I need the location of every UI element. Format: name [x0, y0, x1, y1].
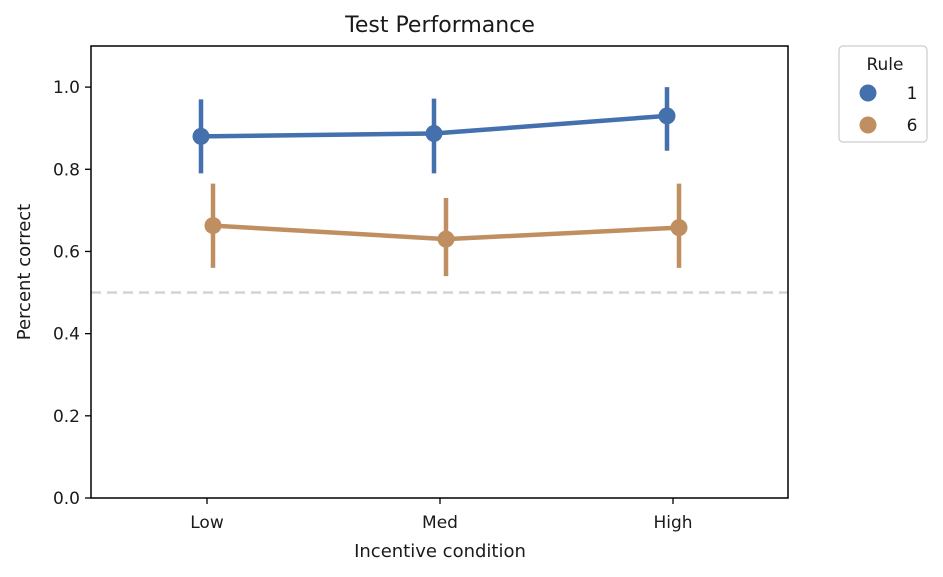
legend-marker	[859, 116, 877, 134]
x-tick-label: Low	[190, 513, 224, 533]
series-1	[192, 87, 676, 174]
data-point	[204, 217, 222, 235]
legend-title: Rule	[866, 55, 903, 75]
series-6	[204, 183, 688, 277]
x-axis-label: Incentive condition	[354, 541, 526, 562]
y-axis: 0.0 0.2 0.4 0.6 0.8 1.0	[53, 78, 91, 509]
data-point	[425, 125, 443, 143]
y-tick-label: 0.6	[53, 242, 80, 262]
legend-label: 6	[907, 116, 918, 136]
y-tick-label: 1.0	[53, 78, 80, 98]
data-point	[670, 219, 688, 237]
legend: Rule 1 6	[838, 45, 928, 143]
series-layer	[192, 87, 688, 277]
data-point	[437, 230, 455, 248]
legend-label: 1	[907, 84, 918, 104]
x-axis: Low Med High	[190, 498, 693, 533]
y-axis-label: Percent correct	[14, 204, 35, 340]
legend-marker	[859, 84, 877, 102]
legend-box	[838, 45, 928, 143]
y-tick-label: 0.2	[53, 407, 80, 427]
y-tick-label: 0.8	[53, 160, 80, 180]
y-tick-label: 0.0	[53, 489, 80, 509]
data-point	[658, 107, 676, 125]
data-point	[192, 127, 210, 145]
plot-frame	[90, 45, 789, 499]
y-tick-label: 0.4	[53, 325, 80, 345]
chart-title: Test Performance	[344, 13, 535, 38]
plot-area: 0.0 0.2 0.4 0.6 0.8 1.0 Low Med High	[53, 45, 789, 533]
x-tick-label: Med	[422, 513, 458, 533]
x-tick-label: High	[653, 513, 692, 533]
